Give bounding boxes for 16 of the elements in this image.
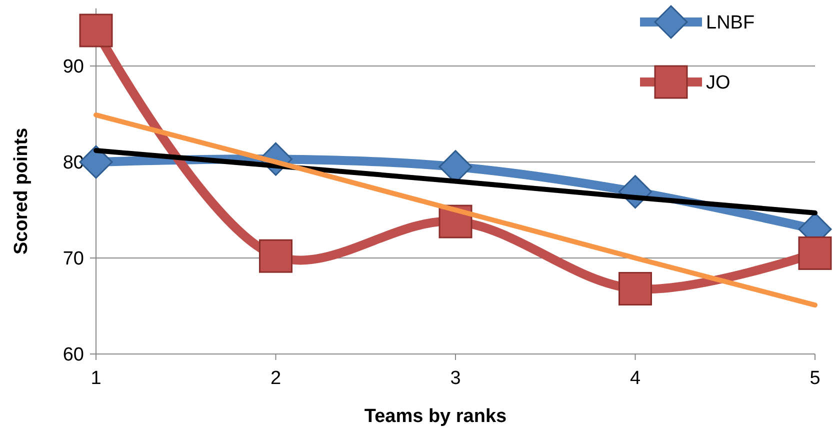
point (259, 239, 292, 273)
y-tick-label: 70 (62, 248, 84, 270)
y-tick-label: 60 (62, 344, 84, 366)
y-tick-label: 90 (62, 56, 84, 78)
point (618, 272, 652, 306)
y-axis-title: Scored points (11, 128, 32, 255)
point (798, 236, 832, 270)
x-tick-label: 2 (270, 368, 282, 389)
x-tick-label: 3 (450, 368, 461, 389)
x-axis-title: Teams by ranks (364, 406, 507, 427)
point (79, 14, 113, 48)
x-tick-label: 4 (630, 368, 641, 389)
legend-label: JO (706, 72, 730, 94)
x-tick-label: 1 (90, 368, 102, 389)
x-tick-label: 5 (810, 368, 820, 389)
legend-label: LNBF (706, 12, 755, 34)
